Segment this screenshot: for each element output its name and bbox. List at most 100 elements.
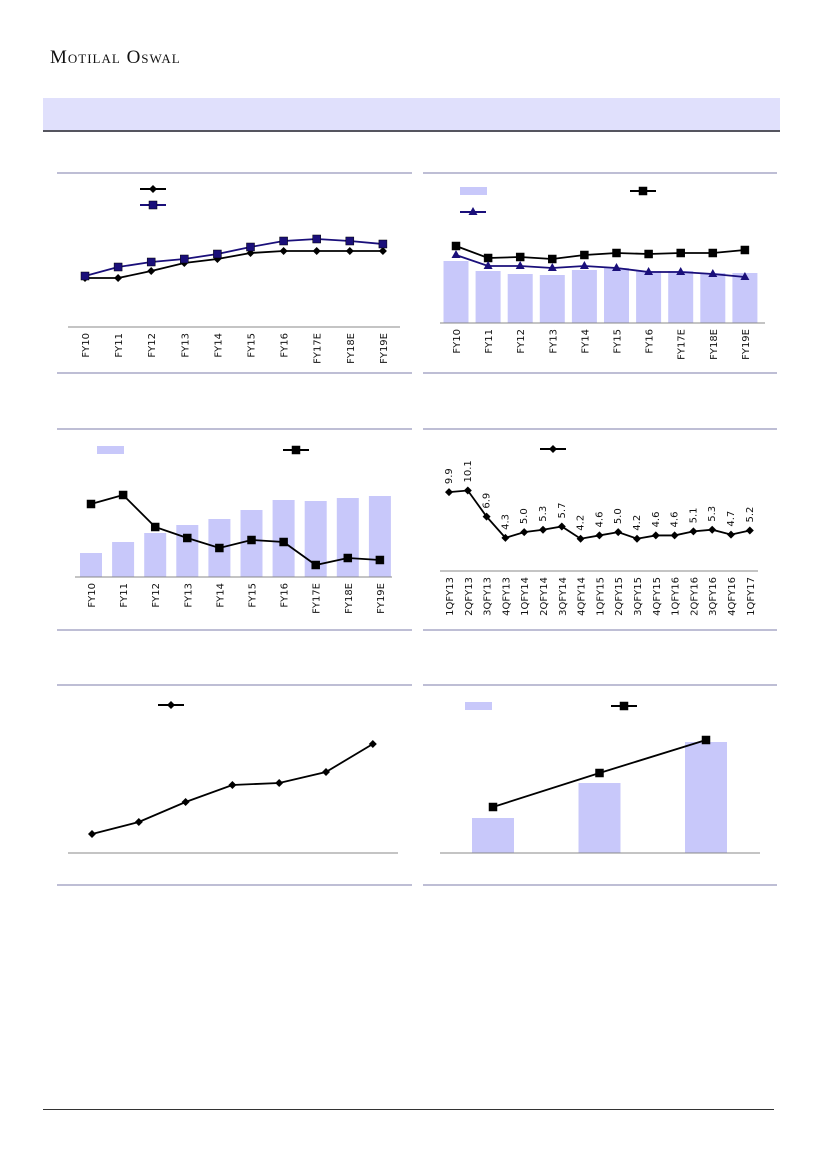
data-label: 5.0 <box>519 508 530 524</box>
legend-marker <box>468 207 478 215</box>
category-label: FY13 <box>183 583 194 608</box>
data-point <box>311 560 320 570</box>
legend-bar-swatch <box>460 187 487 195</box>
category-label: FY10 <box>87 583 98 608</box>
data-point <box>689 527 698 536</box>
data-point <box>181 798 190 806</box>
data-point <box>548 254 557 264</box>
category-label: FY14 <box>580 329 591 354</box>
bar <box>80 553 102 577</box>
data-point <box>134 818 143 826</box>
data-label: 5.3 <box>538 506 549 522</box>
data-point <box>515 252 525 262</box>
data-point <box>483 261 493 269</box>
data-point <box>708 269 718 277</box>
data-point <box>676 267 686 275</box>
data-point <box>701 735 711 745</box>
bar <box>368 496 391 577</box>
data-point <box>368 740 377 748</box>
data-point <box>375 555 385 565</box>
data-point <box>150 522 160 532</box>
category-label: 1QFY16 <box>671 577 682 616</box>
category-label: FY19E <box>741 329 752 360</box>
data-point <box>708 525 717 534</box>
data-point <box>80 271 90 281</box>
series-line <box>455 245 745 260</box>
category-label: 2QFY14 <box>539 577 550 616</box>
data-point <box>501 533 510 542</box>
category-label: FY10 <box>452 329 463 354</box>
data-point <box>445 488 453 497</box>
brand-logo: Motilal Oswal <box>50 47 181 68</box>
category-label: 1QFY17 <box>746 577 757 616</box>
bar <box>732 273 758 323</box>
category-label: 2QFY15 <box>614 577 625 616</box>
data-point <box>579 261 589 269</box>
data-point <box>463 486 472 495</box>
series-line <box>85 250 383 279</box>
footer-rule <box>43 1109 774 1110</box>
data-point <box>183 533 192 543</box>
data-point <box>595 531 604 540</box>
bar <box>700 273 726 323</box>
bar <box>571 270 597 323</box>
data-point <box>580 250 589 260</box>
data-point <box>515 261 525 269</box>
data-point <box>312 247 321 255</box>
series-line <box>90 493 380 566</box>
data-label: 9.9 <box>444 468 455 484</box>
bar <box>578 783 621 853</box>
category-label: 2QFY13 <box>464 577 475 616</box>
category-label: 4QFY13 <box>501 577 512 616</box>
category-label: FY14 <box>215 583 226 608</box>
data-point <box>557 522 566 531</box>
data-label: 4.7 <box>726 511 737 527</box>
data-point <box>612 263 621 271</box>
data-label: 4.6 <box>651 512 662 528</box>
legend-bar-swatch <box>97 446 124 454</box>
data-point <box>146 257 156 267</box>
data-point <box>322 768 330 776</box>
data-point <box>644 267 654 275</box>
data-point <box>451 241 461 251</box>
category-label: FY16 <box>645 329 656 354</box>
data-point <box>740 272 750 280</box>
data-point <box>279 236 288 246</box>
data-point <box>113 262 123 272</box>
category-label: FY12 <box>516 329 527 354</box>
legend-marker <box>549 445 557 453</box>
category-label: FY17E <box>313 333 324 364</box>
data-point <box>483 253 493 263</box>
category-label: FY14 <box>213 333 224 358</box>
data-label: 10.1 <box>463 460 474 482</box>
bar <box>475 271 501 323</box>
category-label: 3QFY13 <box>483 577 494 616</box>
data-point <box>147 267 156 275</box>
data-point <box>88 830 96 838</box>
data-point <box>118 490 128 500</box>
category-label: FY18E <box>344 583 355 614</box>
data-label: 5.3 <box>707 506 718 522</box>
data-point <box>539 525 547 534</box>
category-label: 3QFY16 <box>708 577 719 616</box>
data-label: 4.6 <box>594 512 605 528</box>
legend-marker <box>148 200 158 210</box>
legend-marker <box>149 185 157 193</box>
data-point <box>745 526 754 535</box>
bar <box>507 274 533 323</box>
bar <box>668 271 694 323</box>
data-point <box>670 531 679 540</box>
category-label: 4QFY15 <box>652 577 663 616</box>
bar <box>604 268 629 323</box>
bar <box>144 533 167 577</box>
data-point <box>86 499 96 509</box>
legend-marker <box>167 701 175 709</box>
category-label: FY15 <box>613 329 624 354</box>
legend-bar-swatch <box>465 702 492 710</box>
data-point <box>213 249 222 259</box>
data-point <box>246 242 255 252</box>
category-label: FY15 <box>247 333 258 358</box>
data-point <box>378 247 387 255</box>
data-label: 4.6 <box>670 512 681 528</box>
